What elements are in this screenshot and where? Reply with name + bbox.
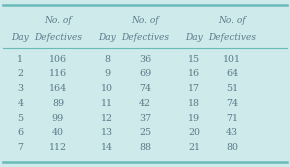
Text: 18: 18 bbox=[188, 99, 200, 108]
Text: 88: 88 bbox=[139, 143, 151, 152]
Text: 3: 3 bbox=[17, 84, 23, 93]
Text: 15: 15 bbox=[188, 55, 200, 64]
Text: No. of: No. of bbox=[44, 16, 72, 25]
Text: 20: 20 bbox=[188, 128, 200, 137]
Text: Day: Day bbox=[98, 33, 116, 42]
Text: 89: 89 bbox=[52, 99, 64, 108]
Text: Defectives: Defectives bbox=[208, 33, 256, 42]
Text: 7: 7 bbox=[17, 143, 23, 152]
Text: 74: 74 bbox=[139, 84, 151, 93]
Text: 40: 40 bbox=[52, 128, 64, 137]
Text: 112: 112 bbox=[49, 143, 67, 152]
Text: 10: 10 bbox=[101, 84, 113, 93]
Text: 74: 74 bbox=[226, 99, 238, 108]
Text: 64: 64 bbox=[226, 69, 238, 78]
Text: 116: 116 bbox=[49, 69, 67, 78]
Text: 106: 106 bbox=[49, 55, 67, 64]
Text: 25: 25 bbox=[139, 128, 151, 137]
Text: No. of: No. of bbox=[131, 16, 159, 25]
Text: 13: 13 bbox=[101, 128, 113, 137]
Text: 99: 99 bbox=[52, 114, 64, 123]
Text: 69: 69 bbox=[139, 69, 151, 78]
Text: 37: 37 bbox=[139, 114, 151, 123]
Text: 4: 4 bbox=[17, 99, 23, 108]
Text: 17: 17 bbox=[188, 84, 200, 93]
Text: 51: 51 bbox=[226, 84, 238, 93]
Text: 6: 6 bbox=[17, 128, 23, 137]
Text: Defectives: Defectives bbox=[34, 33, 82, 42]
Text: 8: 8 bbox=[104, 55, 110, 64]
Text: 43: 43 bbox=[226, 128, 238, 137]
Text: 16: 16 bbox=[188, 69, 200, 78]
Text: No. of: No. of bbox=[218, 16, 246, 25]
Text: 36: 36 bbox=[139, 55, 151, 64]
Text: 12: 12 bbox=[101, 114, 113, 123]
Text: 14: 14 bbox=[101, 143, 113, 152]
Text: 9: 9 bbox=[104, 69, 110, 78]
Text: Day: Day bbox=[11, 33, 29, 42]
Text: Day: Day bbox=[185, 33, 203, 42]
Text: 80: 80 bbox=[226, 143, 238, 152]
Text: Defectives: Defectives bbox=[121, 33, 169, 42]
Text: 5: 5 bbox=[17, 114, 23, 123]
Text: 19: 19 bbox=[188, 114, 200, 123]
Text: 2: 2 bbox=[17, 69, 23, 78]
Text: 71: 71 bbox=[226, 114, 238, 123]
Text: 21: 21 bbox=[188, 143, 200, 152]
Text: 101: 101 bbox=[223, 55, 241, 64]
Text: 42: 42 bbox=[139, 99, 151, 108]
Text: 11: 11 bbox=[101, 99, 113, 108]
Text: 164: 164 bbox=[49, 84, 67, 93]
Text: 1: 1 bbox=[17, 55, 23, 64]
